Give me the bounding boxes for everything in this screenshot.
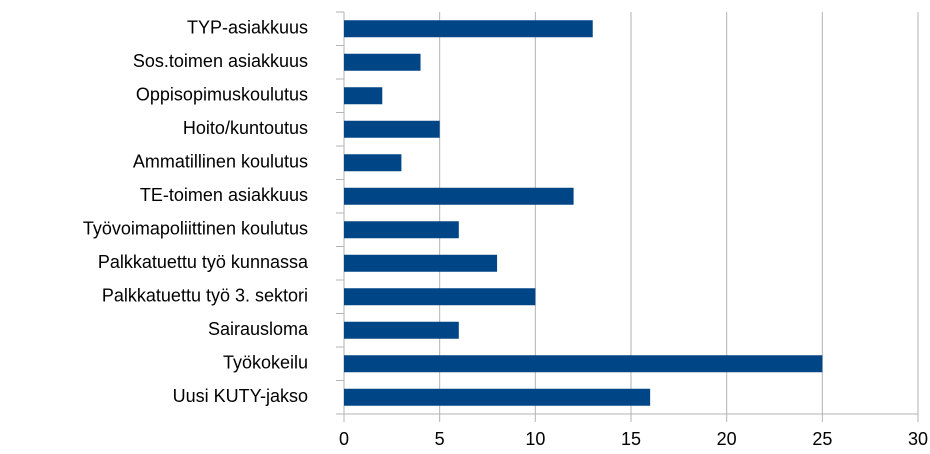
y-tick-label: Työvoimapoliittinen koulutus: [83, 219, 308, 239]
bar: [344, 388, 651, 406]
y-tick-label: Sos.toimen asiakkuus: [133, 51, 308, 71]
y-tick-label: Palkkatuettu työ 3. sektori: [102, 286, 308, 306]
x-tick-label: 20: [717, 429, 737, 449]
y-tick-label: Uusi KUTY-jakso: [173, 386, 308, 406]
bar: [344, 20, 593, 38]
x-tick-label: 30: [908, 429, 928, 449]
x-tick-label: 10: [525, 429, 545, 449]
bar: [344, 321, 459, 339]
bar: [344, 254, 498, 272]
bar: [344, 154, 402, 172]
y-tick-label: Ammatillinen koulutus: [133, 152, 308, 172]
bar: [344, 53, 421, 71]
y-tick-label: Oppisopimuskoulutus: [136, 85, 308, 105]
bar: [344, 288, 536, 306]
x-tick-label: 25: [812, 429, 832, 449]
bar: [344, 221, 459, 239]
bar: [344, 355, 823, 373]
y-tick-label: TE-toimen asiakkuus: [140, 185, 308, 205]
bar: [344, 87, 383, 105]
y-tick-label: Sairausloma: [208, 319, 309, 339]
x-tick-label: 0: [339, 429, 349, 449]
x-tick-label: 15: [621, 429, 641, 449]
y-tick-label: Työkokeilu: [223, 353, 308, 373]
y-tick-label: Palkkatuettu työ kunnassa: [98, 252, 309, 272]
y-tick-label: TYP-asiakkuus: [187, 18, 308, 38]
bar: [344, 187, 574, 205]
x-tick-label: 5: [435, 429, 445, 449]
y-tick-label: Hoito/kuntoutus: [183, 118, 308, 138]
bar: [344, 120, 440, 138]
